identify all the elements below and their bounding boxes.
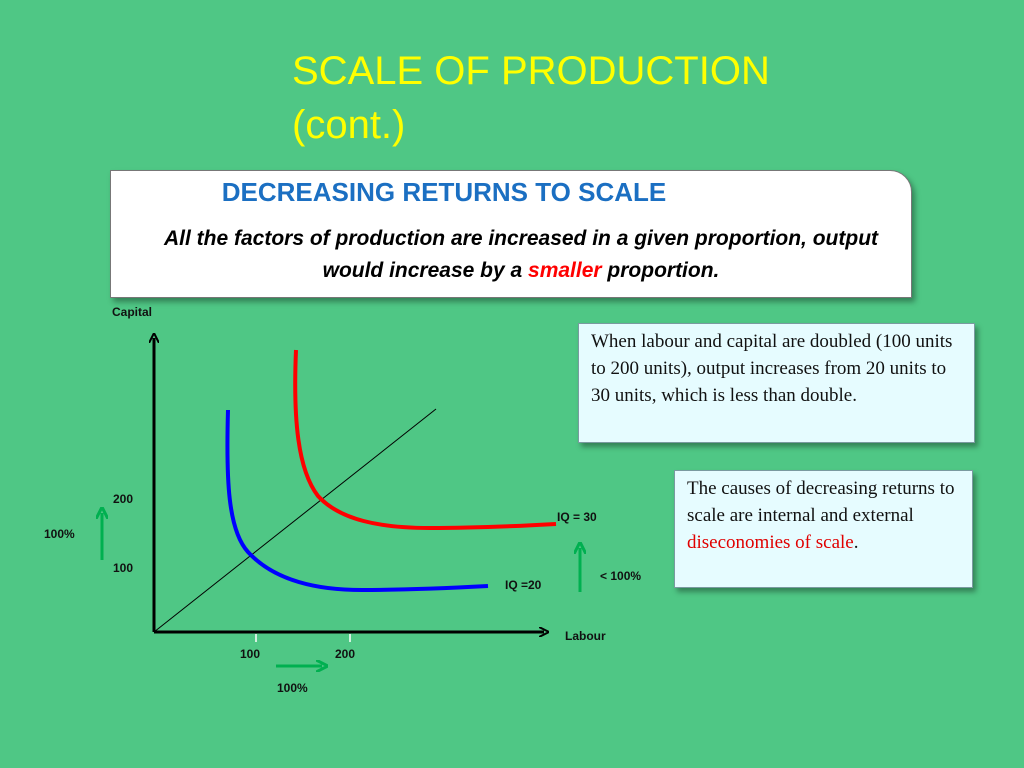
y-tick-label-100: 100 <box>113 561 134 575</box>
doubling-explanation-note: When labour and capital are doubled (100… <box>578 323 975 443</box>
causes-note-end: . <box>853 532 859 553</box>
x-increase-label: 100% <box>277 681 308 695</box>
iq30-label: IQ = 30 <box>557 510 597 524</box>
slide-title: SCALE OF PRODUCTION (cont.) <box>292 44 770 152</box>
definition-box: DECREASING RETURNS TO SCALE All the fact… <box>110 170 912 298</box>
title-line-2: (cont.) <box>292 103 406 147</box>
y-increase-label: 100% <box>44 527 75 541</box>
y-tick-label-200: 200 <box>113 492 134 506</box>
expansion-path <box>153 408 437 633</box>
isoquant-iq20 <box>225 409 489 593</box>
y-axis-label: Capital <box>112 305 153 319</box>
causes-note: The causes of decreasing returns to scal… <box>674 470 973 588</box>
definition-text-start: All the factors of production are increa… <box>163 227 879 282</box>
definition-heading: DECREASING RETURNS TO SCALE <box>221 177 667 207</box>
output-increase-label: < 100% <box>600 569 642 583</box>
title-line-1: SCALE OF PRODUCTION <box>292 49 770 93</box>
x-tick-label-100: 100 <box>240 647 261 661</box>
iq20-label: IQ =20 <box>505 578 542 592</box>
causes-note-text: The causes of decreasing returns to scal… <box>687 478 955 526</box>
x-axis-label: Labour <box>565 629 606 643</box>
x-tick-label-200: 200 <box>335 647 356 661</box>
definition-text-end: proportion. <box>601 259 720 282</box>
isoquant-iq30 <box>293 349 557 531</box>
definition-text: All the factors of production are increa… <box>151 223 891 287</box>
definition-highlight: smaller <box>528 259 602 282</box>
causes-note-highlight: diseconomies of scale <box>687 532 854 553</box>
